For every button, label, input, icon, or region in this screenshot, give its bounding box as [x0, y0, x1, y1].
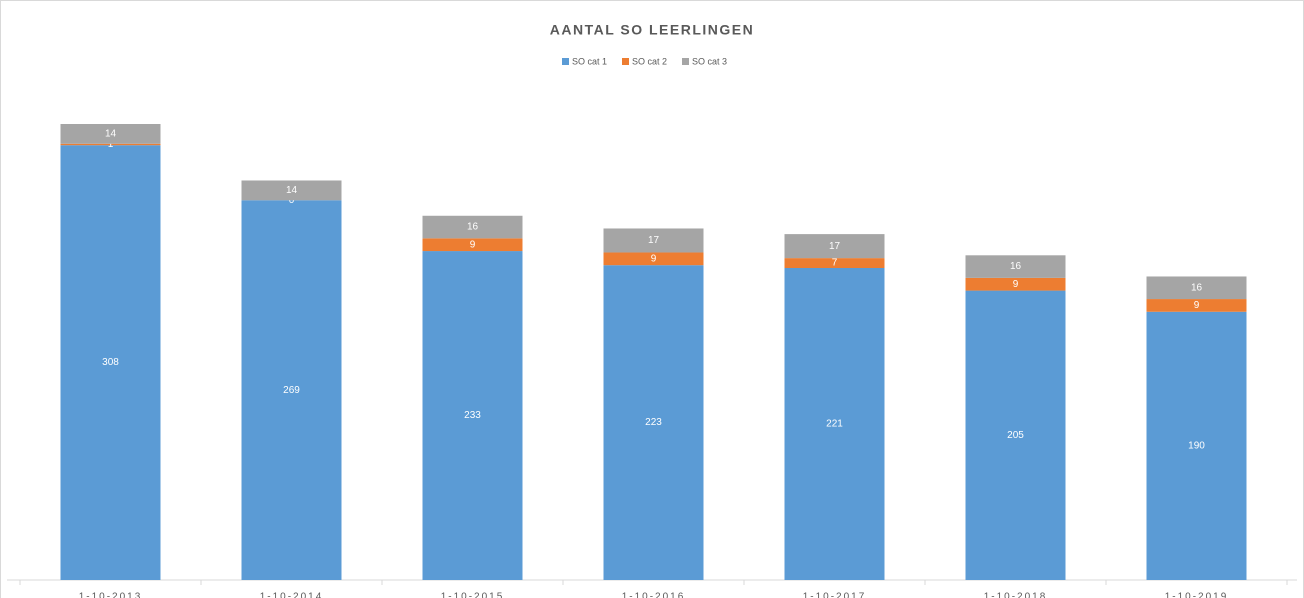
legend-label: SO cat 3	[692, 56, 727, 66]
bar-segment	[241, 200, 342, 580]
legend-swatch	[622, 58, 629, 65]
data-label: 233	[464, 410, 481, 421]
data-label: 14	[286, 185, 298, 196]
bar-segment	[60, 124, 161, 144]
data-label: 223	[645, 417, 662, 428]
data-label: 9	[1013, 279, 1019, 290]
data-label: 205	[1007, 430, 1024, 441]
data-label: 16	[1191, 282, 1203, 293]
bar-segment	[60, 143, 161, 146]
chart-title: AANTAL SO LEERLINGEN	[550, 22, 755, 38]
bar-segment	[241, 180, 342, 201]
bar-segment	[422, 251, 523, 580]
legend-label: SO cat 1	[572, 56, 607, 66]
x-tick-label: 1-10-2013	[79, 592, 143, 598]
bar-segment	[422, 238, 523, 252]
x-tick-label: 1-10-2015	[441, 592, 505, 598]
bar-segment	[784, 234, 885, 259]
data-label: 9	[470, 239, 476, 250]
bar-segment	[965, 277, 1066, 291]
data-label: 221	[826, 419, 843, 430]
legend-swatch	[562, 58, 569, 65]
data-label: 0	[289, 195, 295, 206]
x-tick-label: 1-10-2016	[622, 592, 686, 598]
x-tick-label: 1-10-2019	[1165, 592, 1229, 598]
data-label: 17	[829, 241, 841, 252]
data-label: 269	[283, 385, 300, 396]
data-label: 14	[105, 129, 117, 140]
bar-segment	[603, 265, 704, 580]
bar-segment	[1146, 311, 1247, 580]
bar-segment	[1146, 299, 1247, 312]
bar-segment	[603, 252, 704, 266]
bar-segment	[784, 258, 885, 268]
data-label: 16	[467, 222, 479, 233]
bar-segment	[1146, 276, 1247, 300]
data-label: 1	[108, 139, 114, 150]
data-label: 7	[832, 258, 838, 269]
data-label: 9	[1194, 300, 1200, 311]
bar-segment	[965, 290, 1066, 580]
x-tick-label: 1-10-2017	[803, 592, 867, 598]
legend-swatch	[682, 58, 689, 65]
data-label: 17	[648, 235, 660, 246]
bar-segment	[603, 228, 704, 253]
data-label: 16	[1010, 261, 1022, 272]
data-label: 9	[651, 253, 657, 264]
x-tick-label: 1-10-2018	[984, 592, 1048, 598]
data-label: 190	[1188, 441, 1205, 452]
bar-segment	[60, 145, 161, 581]
bar-segment	[784, 268, 885, 580]
bar-segment	[422, 215, 523, 239]
legend-label: SO cat 2	[632, 56, 667, 66]
data-label: 308	[102, 357, 119, 368]
x-tick-label: 1-10-2014	[260, 592, 324, 598]
bar-segment	[965, 255, 1066, 278]
